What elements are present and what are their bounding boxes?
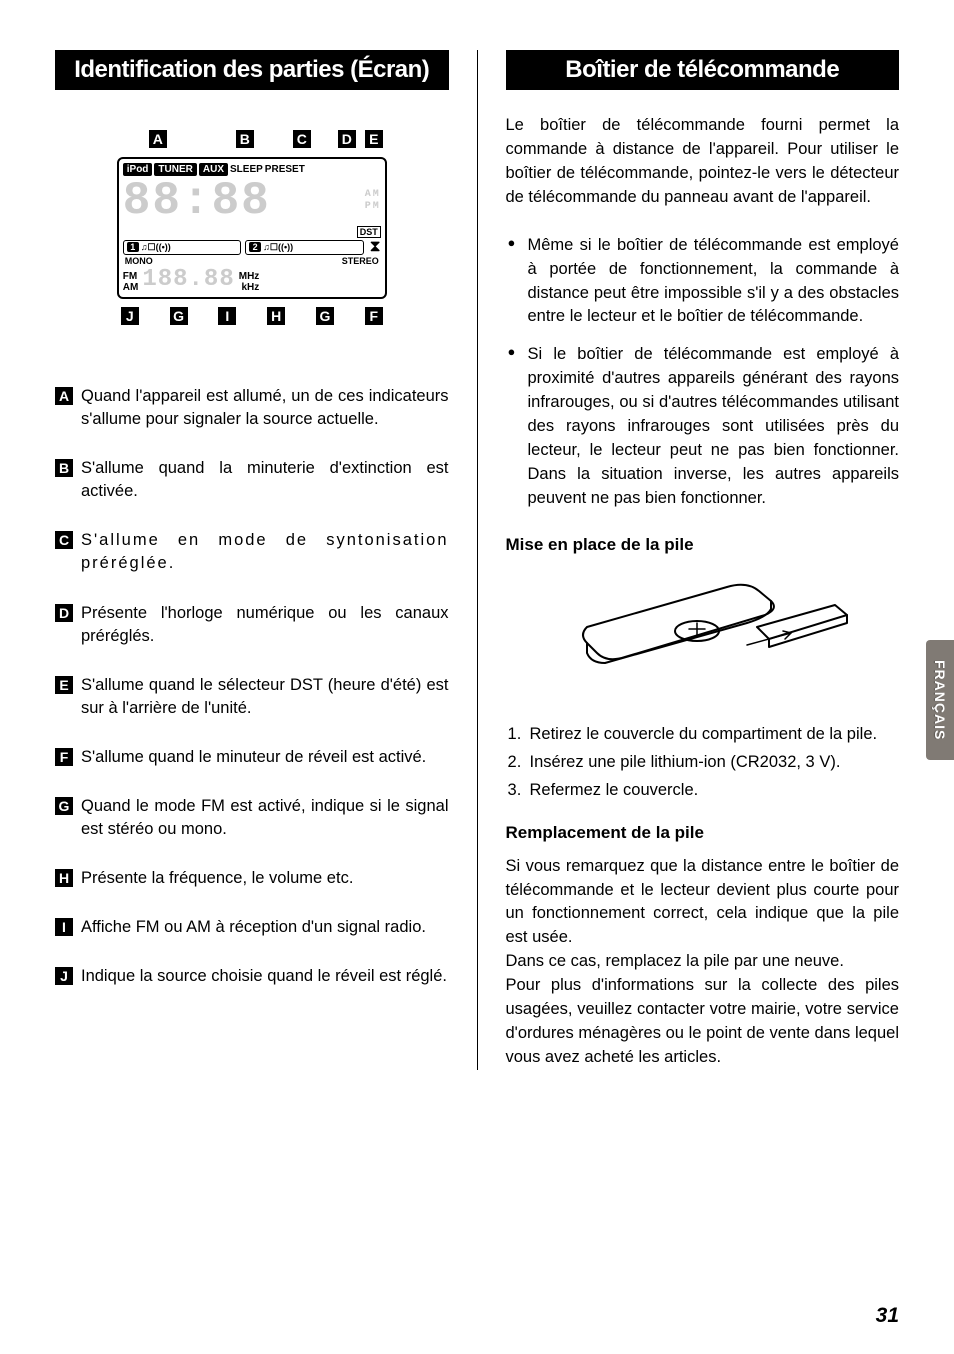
- battery-install-steps: Retirez le couvercle du compartiment de …: [506, 723, 900, 803]
- def-g: GQuand le mode FM est activé, indique si…: [55, 795, 449, 841]
- def-h: HPrésente la fréquence, le volume etc.: [55, 867, 449, 890]
- freq-units: MHz kHz: [239, 271, 260, 293]
- step-3: Refermez le couvercle.: [508, 779, 900, 803]
- top-callouts: A B C D E: [117, 130, 387, 149]
- chip-sleep: SLEEP: [230, 164, 263, 175]
- lcd-diagram: A B C D E iPod TUNER AUX SLEEP PRESET 88…: [117, 130, 387, 325]
- clock-digits: 88:88: [123, 178, 271, 224]
- remote-notes: Même si le boîtier de télécommande est e…: [506, 234, 900, 511]
- two-column-layout: Identification des parties (Écran) A B C…: [55, 50, 899, 1070]
- def-a: AQuand l'appareil est allumé, un de ces …: [55, 385, 449, 431]
- def-j: JIndique la source choisie quand le réve…: [55, 965, 449, 988]
- step-1: Retirez le couvercle du compartiment de …: [508, 723, 900, 747]
- replace-p3: Pour plus d'informations sur la collecte…: [506, 974, 900, 1070]
- callout-i: I: [218, 307, 236, 325]
- left-section-title: Identification des parties (Écran): [55, 50, 449, 90]
- hourglass-icon: ⧗: [370, 238, 381, 256]
- callout-c: C: [293, 130, 311, 148]
- right-section-title: Boîtier de télécommande: [506, 50, 900, 90]
- stereo-label: STEREO: [342, 256, 379, 266]
- callout-d: D: [338, 130, 356, 148]
- def-i: IAffiche FM ou AM à réception d'un signa…: [55, 916, 449, 939]
- def-d: DPrésente l'horloge numérique ou les can…: [55, 602, 449, 648]
- callout-g2: G: [316, 307, 334, 325]
- battery-replace-heading: Remplacement de la pile: [506, 823, 900, 843]
- column-divider: [477, 50, 478, 1070]
- band-labels: FM AM: [123, 271, 139, 293]
- replace-p1: Si vous remarquez que la distance entre …: [506, 855, 900, 951]
- definitions-list: AQuand l'appareil est allumé, un de ces …: [55, 385, 449, 989]
- def-c: CS'allume en mode de syntonisation préré…: [55, 529, 449, 575]
- alarm-1-box: 1♫☐((•)): [123, 240, 241, 255]
- def-b: BS'allume quand la minuterie d'extinctio…: [55, 457, 449, 503]
- def-e: ES'allume quand le sélecteur DST (heure …: [55, 674, 449, 720]
- ampm-block: AM PM: [365, 189, 381, 213]
- remote-intro: Le boîtier de télécommande fourni permet…: [506, 114, 900, 210]
- callout-g1: G: [170, 307, 188, 325]
- callout-a: A: [149, 130, 167, 148]
- step-2: Insérez une pile lithium-ion (CR2032, 3 …: [508, 751, 900, 775]
- mono-label: MONO: [125, 256, 153, 266]
- bottom-callouts: J G I H G F: [117, 307, 387, 325]
- remote-battery-figure: [547, 567, 857, 707]
- dst-indicator: DST: [357, 226, 381, 238]
- left-column: Identification des parties (Écran) A B C…: [55, 50, 449, 1070]
- language-tab: FRANÇAIS: [926, 640, 954, 760]
- battery-install-heading: Mise en place de la pile: [506, 535, 900, 555]
- def-f: FS'allume quand le minuteur de réveil es…: [55, 746, 449, 769]
- chip-preset: PRESET: [265, 164, 305, 175]
- alarm-2-box: 2♫☐((•)): [245, 240, 363, 255]
- callout-e: E: [365, 130, 383, 148]
- callout-h: H: [267, 307, 285, 325]
- freq-digits: 188.88: [142, 266, 234, 293]
- callout-b: B: [236, 130, 254, 148]
- callout-f: F: [365, 307, 383, 325]
- right-column: Boîtier de télécommande Le boîtier de té…: [506, 50, 900, 1070]
- callout-j: J: [121, 307, 139, 325]
- note-2: Si le boîtier de télécommande est employ…: [506, 343, 900, 510]
- replace-p2: Dans ce cas, remplacez la pile par une n…: [506, 950, 900, 974]
- page-number: 31: [876, 1304, 899, 1328]
- lcd-panel: iPod TUNER AUX SLEEP PRESET 88:88 AM PM …: [117, 157, 387, 299]
- note-1: Même si le boîtier de télécommande est e…: [506, 234, 900, 330]
